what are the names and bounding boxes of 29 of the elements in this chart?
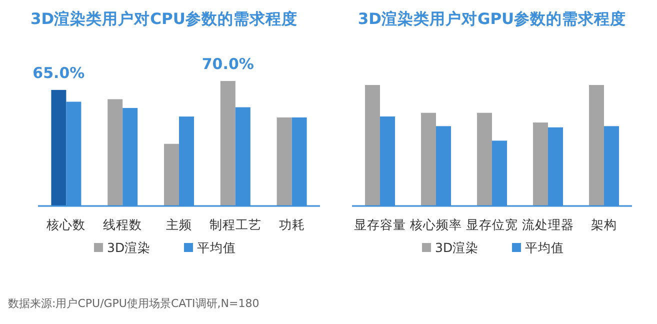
- bar: [421, 112, 436, 206]
- x-tick-label: 主频: [166, 217, 192, 232]
- x-tick-label: 线程数: [103, 217, 142, 232]
- chart-title: 3D渲染类用户对GPU参数的需求程度: [358, 9, 626, 28]
- x-tick-label: 显存容量: [354, 217, 406, 232]
- legend-label: 3D渲染: [107, 240, 151, 255]
- legend-label: 3D渲染: [435, 240, 479, 255]
- bar: [164, 144, 179, 206]
- x-tick-label: 流处理器: [522, 217, 574, 232]
- data-label: 65.0%: [32, 64, 85, 82]
- bar: [276, 117, 292, 206]
- bar: [589, 85, 604, 206]
- bar: [220, 81, 236, 206]
- x-tick-label: 核心频率: [409, 217, 462, 232]
- bar: [51, 90, 66, 206]
- legend-label: 平均值: [525, 240, 564, 255]
- legend-label: 平均值: [197, 240, 236, 255]
- x-tick-label: 核心数: [46, 217, 86, 232]
- data-label: 70.0%: [202, 55, 254, 73]
- bar: [365, 85, 380, 206]
- source-note: 数据来源:用户CPU/GPU使用场景CATI调研,N=180: [8, 297, 260, 310]
- x-tick-label: 制程工艺: [209, 217, 262, 232]
- bar: [477, 112, 492, 206]
- x-tick-label: 显存位宽: [466, 217, 518, 232]
- chart-title: 3D渲染类用户对CPU参数的需求程度: [30, 9, 298, 28]
- x-tick-label: 架构: [591, 217, 617, 232]
- bar: [108, 99, 123, 206]
- x-tick-label: 功耗: [278, 217, 305, 232]
- bar: [533, 122, 548, 206]
